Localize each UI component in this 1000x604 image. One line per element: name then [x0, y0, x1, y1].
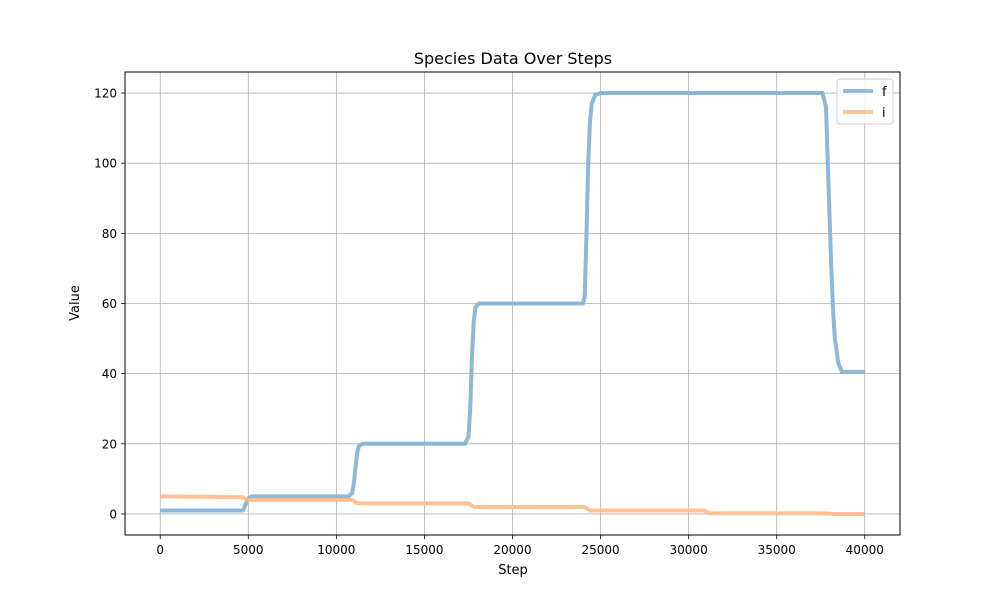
x-tick-label: 10000: [317, 543, 355, 557]
y-tick-label: 20: [102, 437, 117, 451]
legend-label-f: f: [882, 85, 887, 100]
y-tick-label: 100: [94, 157, 117, 171]
x-axis-label: Step: [498, 563, 528, 578]
y-tick-label: 40: [102, 367, 117, 381]
x-tick-label: 0: [156, 543, 164, 557]
series-line-i: [160, 494, 865, 516]
x-tick-label: 25000: [581, 543, 619, 557]
x-tick-label: 30000: [670, 543, 708, 557]
x-tick-label: 20000: [493, 543, 531, 557]
series-line-f: [160, 91, 865, 513]
y-tick-label: 60: [102, 297, 117, 311]
x-axis-ticks: 0 5000 10000 15000 20000 25000 30000 35000 40000: [156, 535, 884, 557]
chart-title: Species Data Over Steps: [414, 49, 612, 68]
y-axis-ticks: 0 20 40 60 80 100 120: [94, 87, 125, 521]
legend: f i: [836, 78, 894, 125]
legend-label-i: i: [882, 106, 886, 121]
x-tick-label: 5000: [233, 543, 264, 557]
y-tick-label: 120: [94, 87, 117, 101]
x-tick-label: 40000: [846, 543, 884, 557]
x-tick-label: 15000: [405, 543, 443, 557]
y-axis-label: Value: [68, 285, 83, 321]
y-tick-label: 80: [102, 227, 117, 241]
y-tick-label: 0: [109, 507, 117, 521]
x-tick-label: 35000: [758, 543, 796, 557]
plot-series: [160, 91, 865, 516]
